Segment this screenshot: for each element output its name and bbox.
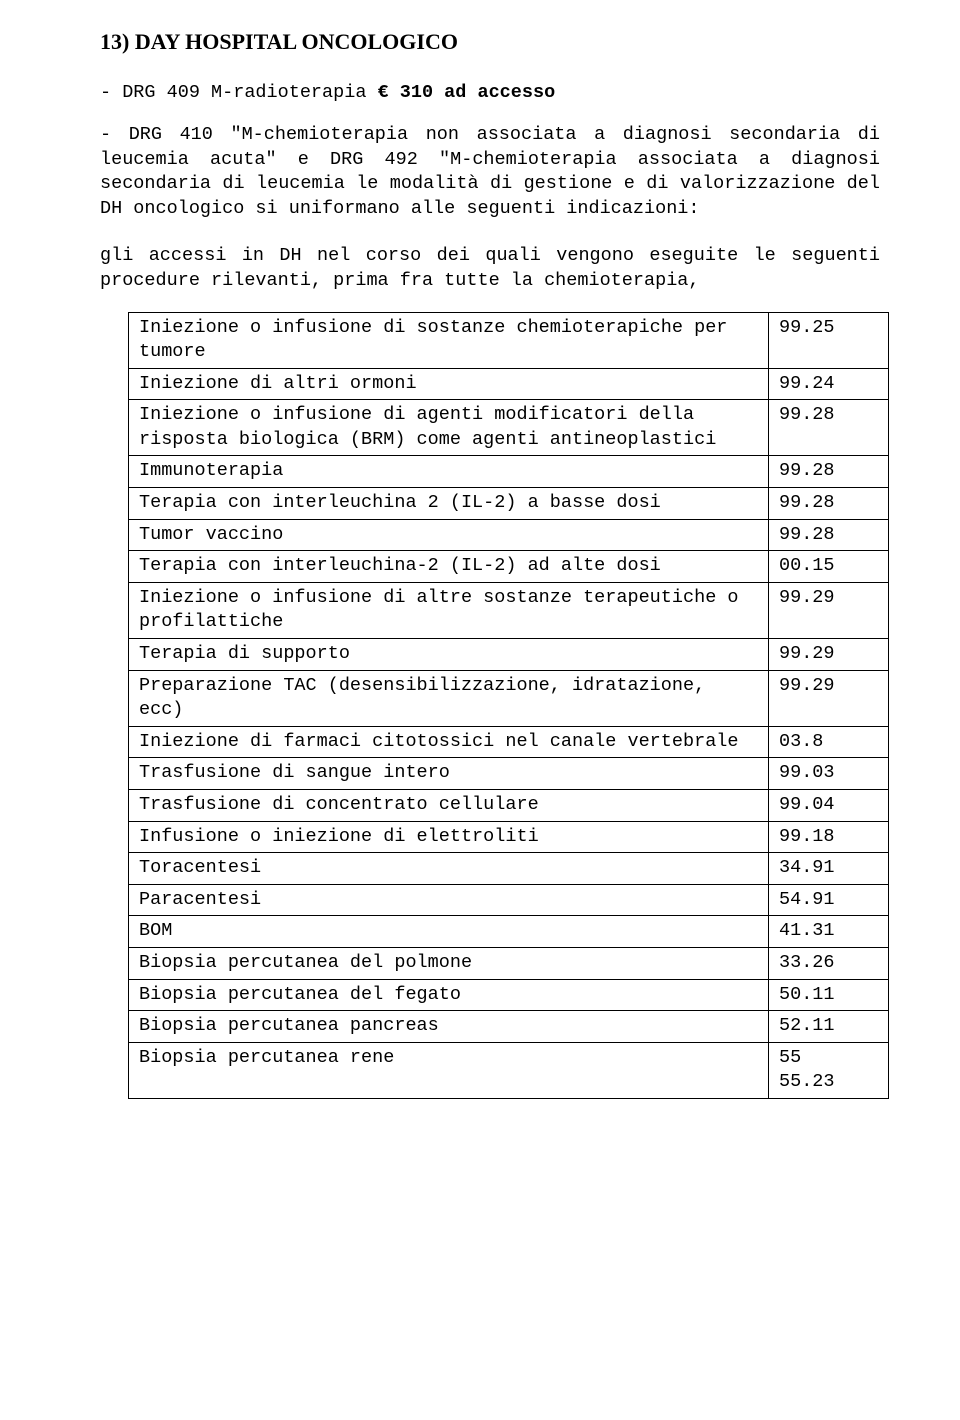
page: 13) DAY HOSPITAL ONCOLOGICO - DRG 409 M-… [0,0,960,1420]
table-row: Iniezione o infusione di sostanze chemio… [129,312,889,368]
procedure-desc: Biopsia percutanea del fegato [129,979,769,1011]
procedure-desc: Toracentesi [129,853,769,885]
procedure-code: 99.28 [769,456,889,488]
table-row: Terapia con interleuchina 2 (IL-2) a bas… [129,488,889,520]
procedure-code: 99.03 [769,758,889,790]
intro-block: - DRG 409 M-radioterapia € 310 ad access… [100,81,880,222]
table-row: Terapia con interleuchina-2 (IL-2) ad al… [129,551,889,583]
procedure-desc: Trasfusione di sangue intero [129,758,769,790]
procedure-desc: Immunoterapia [129,456,769,488]
procedure-code: 55 55.23 [769,1042,889,1098]
table-row: Trasfusione di sangue intero99.03 [129,758,889,790]
procedure-code: 52.11 [769,1011,889,1043]
section-heading: 13) DAY HOSPITAL ONCOLOGICO [100,28,880,57]
procedure-code: 50.11 [769,979,889,1011]
procedure-code: 99.25 [769,312,889,368]
paragraph-2: gli accessi in DH nel corso dei quali ve… [100,244,880,294]
table-row: BOM41.31 [129,916,889,948]
procedure-code: 00.15 [769,551,889,583]
procedure-desc: Iniezione di altri ormoni [129,368,769,400]
procedure-code: 03.8 [769,726,889,758]
procedure-desc: Trasfusione di concentrato cellulare [129,790,769,822]
table-row: Toracentesi34.91 [129,853,889,885]
table-row: Biopsia percutanea pancreas52.11 [129,1011,889,1043]
procedure-code: 33.26 [769,947,889,979]
procedure-desc: Tumor vaccino [129,519,769,551]
procedure-code: 54.91 [769,884,889,916]
table-row: Tumor vaccino99.28 [129,519,889,551]
procedure-desc: Iniezione o infusione di sostanze chemio… [129,312,769,368]
procedure-desc: Preparazione TAC (desensibilizzazione, i… [129,670,769,726]
table-row: Immunoterapia99.28 [129,456,889,488]
procedure-code: 99.24 [769,368,889,400]
intro-line1-price: € 310 ad accesso [378,82,556,103]
procedures-table: Iniezione o infusione di sostanze chemio… [128,312,889,1099]
intro-line-1: - DRG 409 M-radioterapia € 310 ad access… [100,81,880,106]
table-row: Biopsia percutanea rene 55 55.23 [129,1042,889,1098]
procedure-code: 99.29 [769,670,889,726]
intro-spacer [100,105,880,123]
procedure-desc: Iniezione o infusione di agenti modifica… [129,400,769,456]
procedure-desc: Iniezione di farmaci citotossici nel can… [129,726,769,758]
table-row: Iniezione o infusione di altre sostanze … [129,582,889,638]
procedure-code: 99.28 [769,400,889,456]
procedure-code: 34.91 [769,853,889,885]
procedure-desc: Infusione o iniezione di elettroliti [129,821,769,853]
procedure-desc: Terapia con interleuchina 2 (IL-2) a bas… [129,488,769,520]
procedure-desc: Terapia con interleuchina-2 (IL-2) ad al… [129,551,769,583]
procedure-desc: Biopsia percutanea del polmone [129,947,769,979]
procedure-code: 99.04 [769,790,889,822]
table-row: Iniezione di farmaci citotossici nel can… [129,726,889,758]
table-row: Infusione o iniezione di elettroliti99.1… [129,821,889,853]
table-row: Iniezione o infusione di agenti modifica… [129,400,889,456]
procedure-code: 99.28 [769,488,889,520]
procedure-code: 99.28 [769,519,889,551]
table-row: Preparazione TAC (desensibilizzazione, i… [129,670,889,726]
procedure-code: 41.31 [769,916,889,948]
procedure-code: 99.29 [769,582,889,638]
table-row: Paracentesi54.91 [129,884,889,916]
table-row: Terapia di supporto99.29 [129,639,889,671]
procedure-code: 99.18 [769,821,889,853]
table-row: Iniezione di altri ormoni99.24 [129,368,889,400]
procedure-desc: Iniezione o infusione di altre sostanze … [129,582,769,638]
table-row: Biopsia percutanea del fegato50.11 [129,979,889,1011]
intro-block2: - DRG 410 "M-chemioterapia non associata… [100,123,880,221]
table-row: Trasfusione di concentrato cellulare99.0… [129,790,889,822]
table-row: Biopsia percutanea del polmone33.26 [129,947,889,979]
procedures-tbody: Iniezione o infusione di sostanze chemio… [129,312,889,1098]
intro-line1-prefix: - DRG 409 M-radioterapia [100,82,378,103]
procedure-desc: Paracentesi [129,884,769,916]
procedure-code: 99.29 [769,639,889,671]
procedure-desc: Terapia di supporto [129,639,769,671]
procedure-desc: Biopsia percutanea rene [129,1042,769,1098]
procedure-desc: Biopsia percutanea pancreas [129,1011,769,1043]
procedure-desc: BOM [129,916,769,948]
